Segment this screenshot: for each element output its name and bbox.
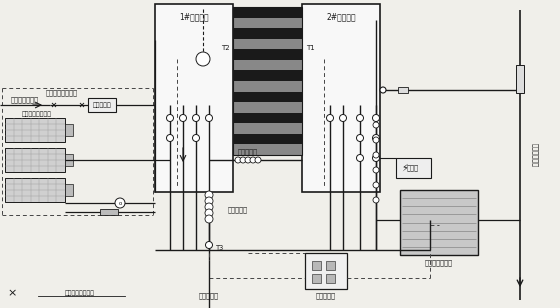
Bar [88, 98, 116, 112]
Circle shape [206, 115, 212, 121]
Text: 中央控制柜: 中央控制柜 [316, 293, 336, 299]
Text: 1#儲热水筱: 1#儲热水筱 [179, 13, 209, 22]
Bar [233, 49, 302, 60]
Bar [398, 87, 408, 93]
Circle shape [372, 135, 380, 141]
Circle shape [193, 115, 199, 121]
Circle shape [205, 197, 213, 205]
Circle shape [180, 115, 186, 121]
Bar [233, 81, 302, 91]
Bar [233, 71, 302, 81]
Circle shape [245, 157, 251, 163]
Circle shape [372, 155, 380, 161]
Circle shape [205, 203, 213, 211]
Text: T1: T1 [306, 45, 315, 51]
Bar [312, 261, 321, 270]
Bar [65, 154, 73, 166]
Bar [65, 124, 73, 136]
Bar [233, 7, 302, 155]
Circle shape [373, 197, 379, 203]
Circle shape [380, 87, 386, 93]
Circle shape [115, 198, 125, 208]
Text: ×: × [7, 288, 17, 298]
Bar [233, 7, 302, 18]
Bar [233, 134, 302, 144]
Bar [100, 209, 118, 215]
Bar [5, 118, 65, 142]
Circle shape [250, 157, 256, 163]
Text: o: o [118, 201, 122, 205]
Text: 接自水主管: 接自水主管 [199, 293, 219, 299]
Circle shape [255, 157, 261, 163]
Text: 遥控浮球图: 遥控浮球图 [92, 102, 111, 108]
Bar [233, 18, 302, 28]
Bar [5, 148, 65, 172]
Text: 接屋面供冷水管: 接屋面供冷水管 [11, 97, 39, 103]
Bar [305, 253, 347, 289]
Text: T2: T2 [221, 45, 230, 51]
Bar [233, 113, 302, 123]
Bar [396, 158, 431, 178]
Circle shape [205, 215, 213, 223]
Circle shape [339, 115, 347, 121]
Circle shape [235, 157, 241, 163]
Circle shape [240, 157, 246, 163]
Bar [233, 91, 302, 102]
Bar [326, 261, 335, 270]
Bar [516, 65, 524, 93]
Bar [233, 28, 302, 39]
Circle shape [193, 135, 199, 141]
Circle shape [373, 167, 379, 173]
Circle shape [326, 115, 334, 121]
Circle shape [373, 137, 379, 143]
Circle shape [372, 115, 380, 121]
Circle shape [373, 182, 379, 188]
Circle shape [206, 241, 212, 249]
Text: ⚡: ⚡ [401, 163, 408, 173]
Bar [65, 184, 73, 196]
Circle shape [373, 122, 379, 128]
Bar [233, 39, 302, 49]
Text: 电加热: 电加热 [407, 165, 419, 171]
Circle shape [373, 152, 379, 158]
Bar [155, 4, 233, 192]
Circle shape [205, 191, 213, 199]
Bar [233, 60, 302, 71]
Bar [5, 178, 65, 202]
Bar [302, 4, 380, 192]
Bar [233, 102, 302, 113]
Text: 空气源热泵机组: 空气源热泵机组 [425, 260, 453, 266]
Circle shape [357, 115, 363, 121]
Text: 基框运行控制系统: 基框运行控制系统 [65, 290, 95, 296]
Circle shape [357, 135, 363, 141]
Circle shape [357, 155, 363, 161]
Text: 接屋面供水管: 接屋面供水管 [531, 143, 538, 167]
Bar [400, 190, 478, 255]
Bar [326, 274, 335, 283]
Circle shape [205, 209, 213, 217]
Bar [312, 274, 321, 283]
Bar [233, 123, 302, 134]
Text: 水筱循环泵: 水筱循环泵 [238, 149, 258, 155]
Bar [233, 144, 302, 155]
Text: 太阳能集热器阵列: 太阳能集热器阵列 [46, 90, 78, 96]
Circle shape [166, 135, 174, 141]
Text: 2#儲热水筱: 2#儲热水筱 [326, 13, 356, 22]
Circle shape [196, 52, 210, 66]
Circle shape [166, 115, 174, 121]
Text: 热水回水泵: 热水回水泵 [228, 207, 248, 213]
Text: 太阳能集热器阵列: 太阳能集热器阵列 [22, 111, 52, 117]
Text: T3: T3 [216, 245, 224, 251]
